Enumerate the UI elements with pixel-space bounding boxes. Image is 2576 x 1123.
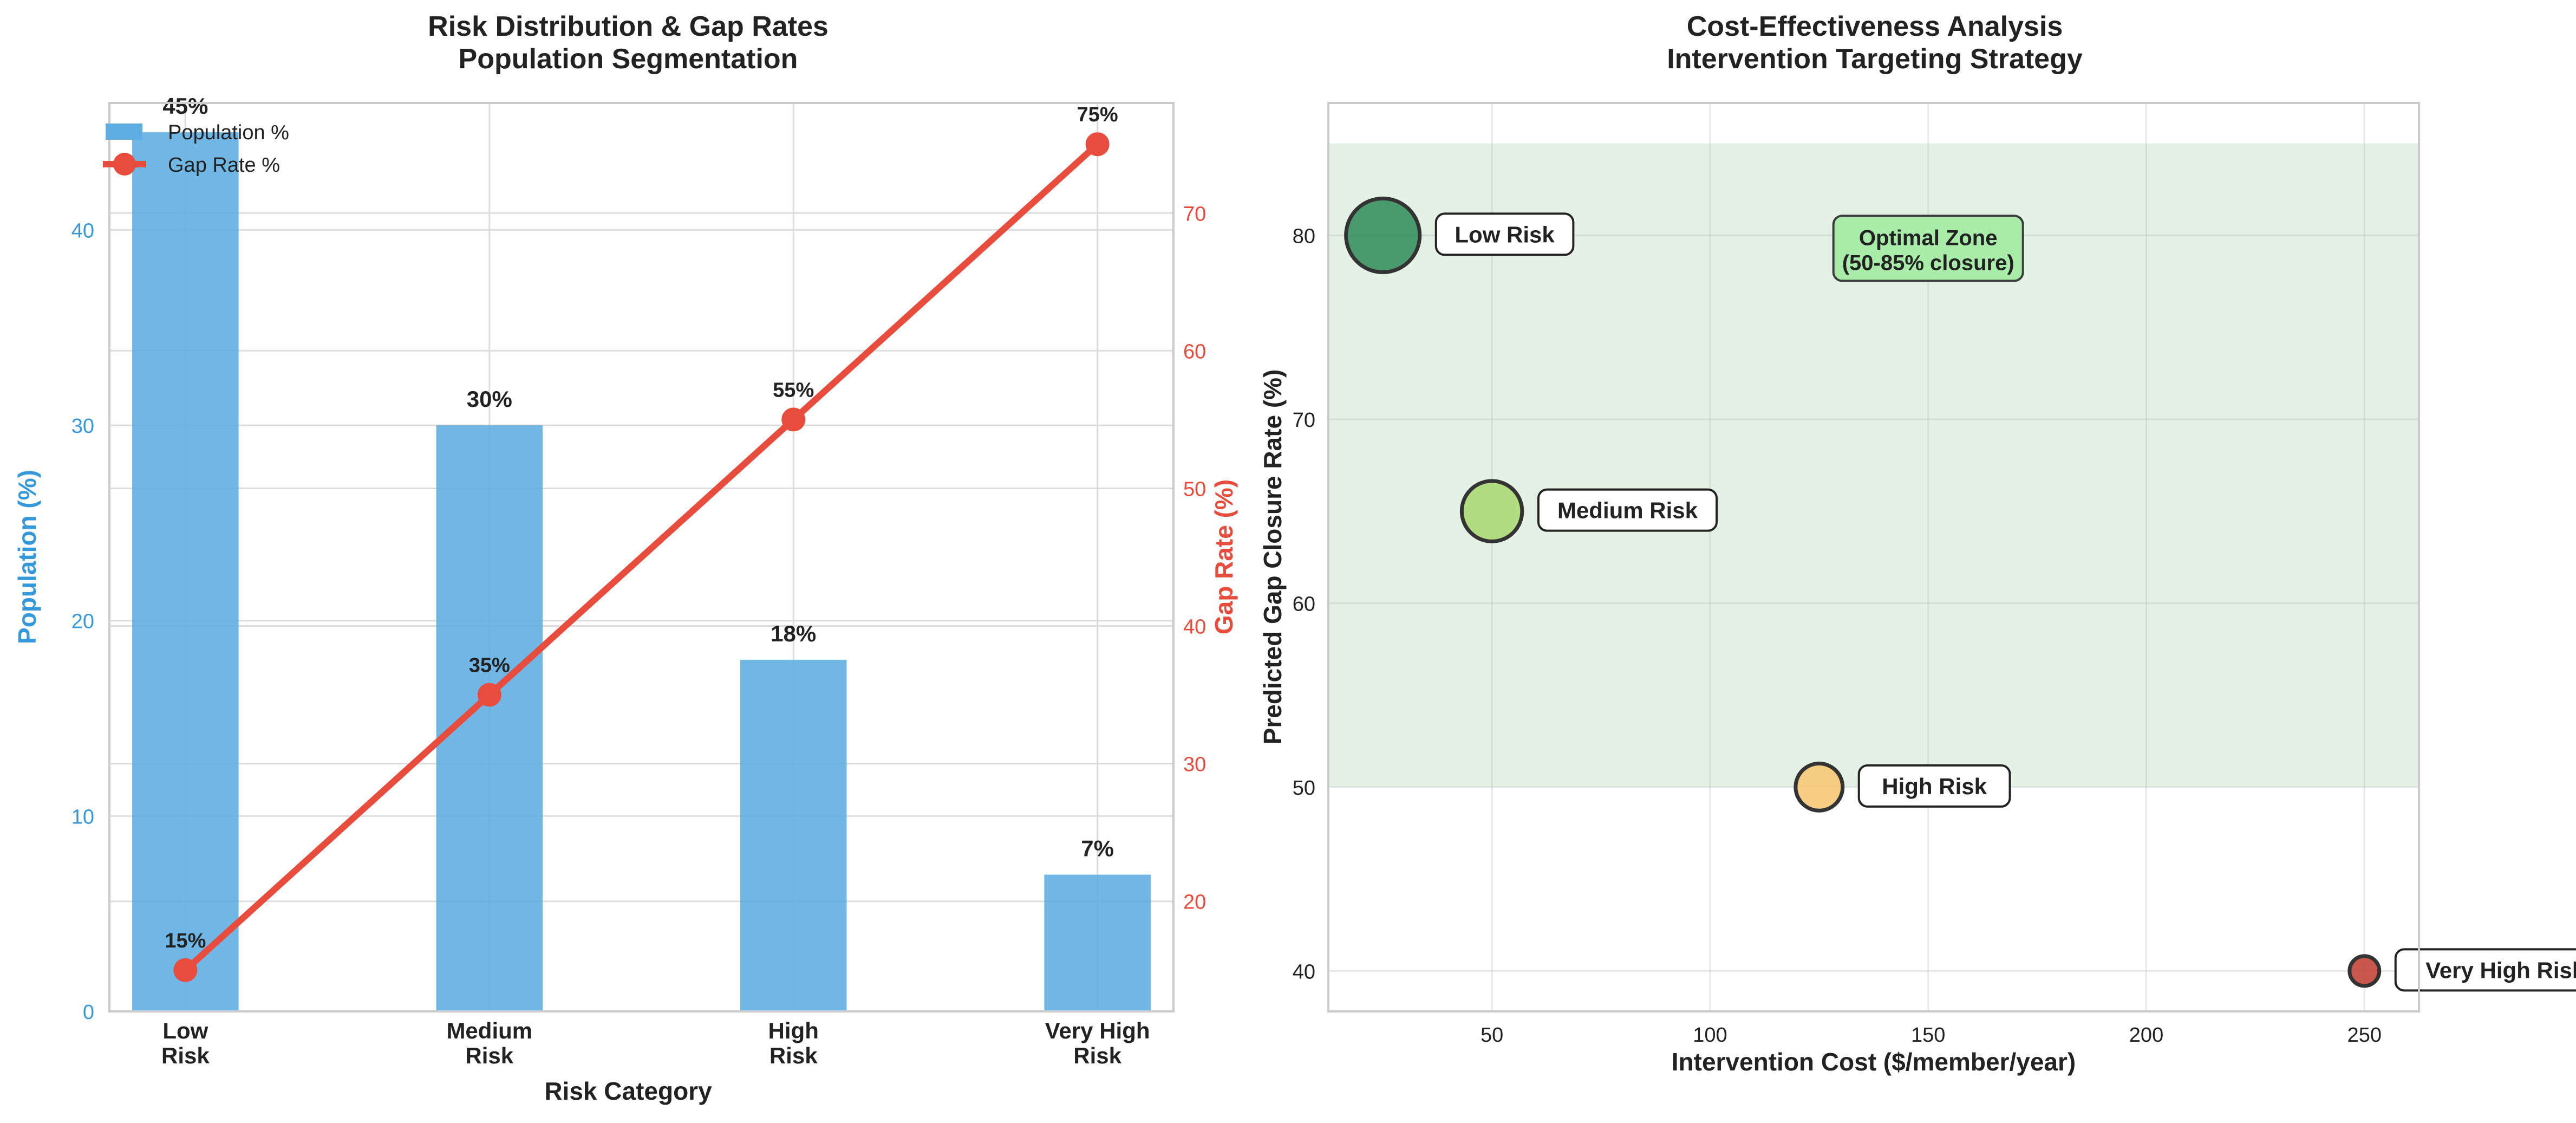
risk-distribution-chart: Risk Distribution & Gap Rates Population…: [13, 11, 1238, 1105]
gap-rate-value-label: 35%: [469, 654, 510, 677]
left-chart-subtitle: Population Segmentation: [459, 43, 798, 75]
point-label-high-risk: High Risk: [1882, 774, 1987, 799]
optimal-zone-label-box: [1832, 215, 2024, 282]
left-y-tick-label: 20: [71, 611, 94, 633]
scatter-points: [1344, 196, 2382, 988]
point-medium-risk: [1459, 479, 1524, 543]
bar-value-label: 7%: [1081, 836, 1114, 861]
right-y-tick-label: 40: [1293, 960, 1315, 983]
right-x-tick-label: 200: [2129, 1024, 2163, 1047]
gap-rate-marker-low-risk: [173, 958, 198, 982]
x-tick-label-line: Risk: [1073, 1043, 1121, 1068]
optimal-zone-label-line: (50-85% closure): [1842, 251, 2014, 275]
bar-low-risk: [132, 132, 239, 1011]
bar-very-high-risk: [1044, 874, 1151, 1011]
left-y-tick-label: 30: [71, 415, 94, 438]
left-x-axis-label: Risk Category: [544, 1077, 712, 1105]
left-y-tick-label: 10: [71, 806, 94, 828]
right-y-tick-label: 80: [1293, 225, 1315, 248]
x-tick-label-line: Low: [162, 1018, 208, 1043]
gap-rate-value-label: 75%: [1077, 103, 1118, 126]
gap-rate-polyline: [183, 141, 1100, 973]
legend-swatch-population: [106, 124, 142, 140]
left-legend: Population % Gap Rate %: [103, 121, 289, 177]
legend-label-gap-rate: Gap Rate %: [168, 154, 280, 177]
legend-label-population: Population %: [168, 121, 289, 144]
scatter-point-labels: Low Risk Medium Risk High Risk Very High Ri…: [1434, 212, 2576, 992]
point-label-low-risk: Low Risk: [1455, 222, 1555, 247]
left-y-tick-label: 40: [71, 219, 94, 242]
point-label-very-high-risk: Very High Risk: [2425, 957, 2576, 983]
optimal-zone-label: Optimal Zone (50-85% closure): [1842, 226, 2014, 275]
gap-rate-line: [173, 132, 1110, 982]
right-x-tick-label: 50: [1481, 1024, 1503, 1047]
cost-effectiveness-chart: Cost-Effectiveness Analysis Intervention…: [1258, 11, 2576, 1076]
right-panel-y-ticks: 40 50 60 70 80: [1293, 225, 1315, 983]
right-y-tick-label: 70: [1183, 203, 1206, 225]
bar-high-risk: [740, 659, 847, 1011]
right-y-tick-label: 60: [1293, 593, 1315, 615]
gap-rate-value-label: 55%: [773, 379, 814, 401]
right-x-tick-label: 150: [1911, 1024, 1945, 1047]
x-tick-label-line: Risk: [465, 1043, 513, 1068]
point-label-box-low-risk: [1434, 212, 1575, 256]
bar-value-label: 30%: [467, 386, 512, 412]
right-x-tick-label: 100: [1693, 1024, 1727, 1047]
bar-value-label: 18%: [771, 621, 816, 646]
right-plot-frame: [1327, 102, 2420, 1012]
left-plot-frame: [108, 102, 1175, 1012]
right-y-tick-label: 30: [1183, 754, 1206, 776]
right-x-ticks: 50 100 150 200 250: [1481, 1024, 2382, 1047]
optimal-zone-annotation: Optimal Zone (50-85% closure): [1832, 215, 2024, 282]
left-chart-title: Risk Distribution & Gap Rates: [428, 11, 829, 42]
right-y-tick-label: 50: [1183, 478, 1206, 501]
point-label-box-medium-risk: [1537, 488, 1718, 532]
x-tick-label-line: High: [768, 1018, 819, 1043]
right-y-tick-label: 60: [1183, 340, 1206, 363]
x-tick-label-medium-risk: Medium Risk: [446, 1018, 532, 1068]
left-y-axis-label: Population (%): [13, 470, 41, 644]
gap-rate-marker-high-risk: [781, 407, 806, 432]
right-x-axis-label: Intervention Cost ($/member/year): [1672, 1048, 2076, 1076]
point-label-box-high-risk: [1857, 764, 2011, 808]
x-tick-label-line: Medium: [446, 1018, 532, 1043]
gap-rate-marker-very-high-risk: [1085, 132, 1110, 157]
x-tick-label-line: Risk: [769, 1043, 818, 1068]
legend-marker-gap-rate: [113, 153, 136, 176]
x-tick-label-low-risk: Low Risk: [161, 1018, 210, 1068]
population-bars: [132, 132, 1151, 1012]
x-tick-label-line: Very High: [1045, 1018, 1150, 1043]
right-y-axis-label: Gap Rate (%): [1210, 479, 1238, 634]
right-y-tick-label: 50: [1293, 777, 1315, 800]
bar-value-label: 45%: [162, 93, 208, 119]
right-y-tick-label: 40: [1183, 616, 1206, 639]
gap-rate-value-label: 15%: [165, 930, 206, 952]
gap-rate-marker-medium-risk: [477, 683, 501, 707]
right-x-tick-label: 250: [2347, 1024, 2382, 1047]
right-chart-subtitle: Intervention Targeting Strategy: [1667, 43, 2083, 75]
bar-medium-risk: [436, 425, 543, 1012]
x-tick-label-very-high-risk: Very High Risk: [1045, 1018, 1150, 1068]
left-y-ticks: 0 10 20 30 40: [71, 219, 94, 1024]
point-label-medium-risk: Medium Risk: [1557, 498, 1698, 523]
right-y-axis-label: Predicted Gap Closure Rate (%): [1258, 369, 1287, 745]
optimal-zone-label-line: Optimal Zone: [1859, 226, 1998, 250]
point-very-high-risk: [2347, 954, 2382, 988]
x-tick-label-high-risk: High Risk: [768, 1018, 819, 1068]
point-high-risk: [1794, 761, 1845, 813]
right-y-ticks: 20 30 40 50 60 70: [1183, 203, 1206, 913]
point-label-box-very-high-risk: [2394, 948, 2576, 992]
right-y-tick-label: 70: [1293, 409, 1315, 432]
point-low-risk: [1344, 196, 1422, 275]
left-data-labels: 45% 30% 18% 7% 15% 35% 55% 75%: [162, 93, 1118, 952]
right-chart-title: Cost-Effectiveness Analysis: [1687, 11, 2063, 42]
left-y-tick-label: 0: [83, 1001, 94, 1024]
x-tick-label-line: Risk: [161, 1043, 210, 1068]
right-y-tick-label: 20: [1183, 891, 1206, 914]
